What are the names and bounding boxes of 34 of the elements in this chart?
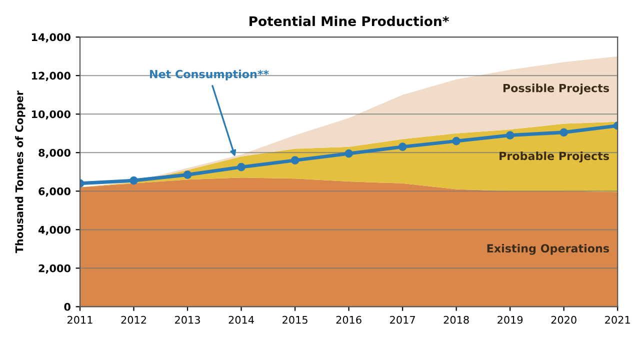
y-tick-label: 8,000	[38, 148, 70, 158]
y-tick-label: 4,000	[38, 226, 70, 236]
x-tick-label: 2020	[551, 316, 576, 324]
x-tick-label: 2021	[605, 316, 630, 324]
y-tick-label: 12,000	[32, 72, 70, 82]
series-label: Existing Operations	[487, 244, 610, 255]
x-tick-label: 2012	[121, 316, 146, 324]
point	[237, 162, 246, 172]
series-label: Probable Projects	[500, 152, 610, 162]
x-tick-label: 2016	[336, 316, 362, 324]
point	[398, 142, 407, 152]
point	[452, 136, 460, 146]
x-tick-label: 2018	[444, 316, 469, 324]
point	[183, 170, 192, 179]
point	[506, 131, 514, 140]
chart-title: Potential Mine Production*	[250, 16, 449, 26]
x-tick-label: 2013	[175, 316, 200, 324]
x-tick-label: 2014	[228, 316, 254, 324]
y-tick-label: 6,000	[38, 187, 70, 197]
x-tick-label: 2017	[390, 316, 415, 324]
y-tick-label: 2,000	[38, 264, 70, 274]
x-tick-label: 2019	[498, 316, 523, 324]
y-tick-label: 0	[64, 302, 70, 311]
y-axis-title: Thousand Tonnes of Copper	[15, 90, 26, 254]
point	[130, 176, 138, 185]
y-tick-label: 14,000	[32, 33, 70, 43]
point	[290, 156, 300, 164]
x-tick-label: 2015	[282, 316, 308, 324]
series-label: Possible Projects	[503, 84, 610, 94]
point	[344, 149, 353, 158]
y-tick-label: 10,000	[32, 110, 70, 120]
point	[560, 128, 568, 137]
x-tick-label: 2011	[68, 316, 92, 324]
text: Net Consumption**	[150, 70, 269, 80]
